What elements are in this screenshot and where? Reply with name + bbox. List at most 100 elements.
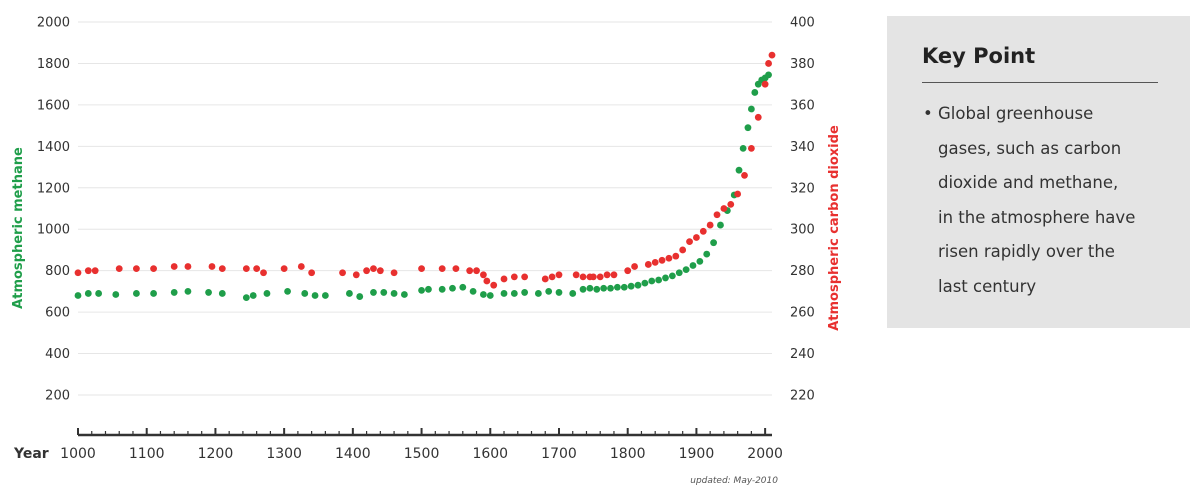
co2-point xyxy=(658,256,666,264)
co2-point xyxy=(184,263,192,270)
co2-point xyxy=(352,271,360,279)
left-tick-label: 2000 xyxy=(37,16,70,31)
x-tick-label: 2000 xyxy=(747,446,783,462)
co2-point xyxy=(115,265,123,272)
x-tick-label: 1000 xyxy=(60,446,96,462)
co2-point xyxy=(747,145,755,152)
methane-point xyxy=(648,277,656,285)
methane-point xyxy=(133,290,140,297)
co2-point xyxy=(693,234,700,241)
methane-point xyxy=(205,289,212,296)
co2-point xyxy=(579,273,587,281)
methane-point xyxy=(459,283,467,291)
co2-point xyxy=(339,269,346,277)
co2-point xyxy=(665,254,673,262)
methane-point xyxy=(284,287,291,295)
methane-point xyxy=(747,105,755,113)
methane-point xyxy=(150,290,157,297)
methane-point xyxy=(170,289,178,296)
methane-point xyxy=(500,290,508,297)
co2-point xyxy=(133,265,140,272)
methane-point xyxy=(400,291,408,298)
key-point-line: dioxide and methane, xyxy=(938,173,1119,192)
co2-point xyxy=(466,267,474,275)
methane-point xyxy=(521,289,529,296)
x-tick-label: 1700 xyxy=(541,446,577,462)
methane-point xyxy=(569,290,577,297)
key-point-line: last century xyxy=(938,276,1037,296)
methane-point xyxy=(356,293,364,300)
methane-point xyxy=(346,290,353,297)
methane-point xyxy=(480,291,487,298)
methane-point xyxy=(84,290,92,297)
co2-point xyxy=(686,238,693,246)
left-tick-label: 800 xyxy=(45,264,70,279)
methane-point xyxy=(593,285,601,293)
methane-point xyxy=(469,287,477,295)
x-tick-label: 1100 xyxy=(129,446,165,462)
co2-point xyxy=(418,265,425,272)
co2-point xyxy=(297,263,305,270)
co2-point xyxy=(376,267,384,275)
key-point-item: in the atmosphere have xyxy=(938,201,1158,236)
co2-point xyxy=(644,261,652,268)
co2-point xyxy=(741,171,748,179)
co2-point xyxy=(84,267,92,275)
methane-point xyxy=(620,283,628,291)
co2-point xyxy=(260,269,267,277)
left-tick-label: 1600 xyxy=(37,98,70,113)
right-tick-label: 400 xyxy=(790,16,815,31)
co2-point xyxy=(572,271,580,279)
methane-point xyxy=(390,290,398,297)
bullet-icon: • xyxy=(923,104,933,123)
co2-point xyxy=(541,275,549,283)
methane-point xyxy=(682,266,690,274)
methane-point xyxy=(703,250,711,258)
co2-point xyxy=(765,60,772,67)
x-tick-label: 1400 xyxy=(335,446,371,462)
co2-point xyxy=(555,271,563,279)
methane-point xyxy=(218,290,226,297)
co2-point xyxy=(672,252,680,260)
co2-point xyxy=(720,205,728,212)
co2-point xyxy=(473,267,480,275)
right-axis-title: Atmospheric carbon dioxide xyxy=(827,125,842,331)
co2-point xyxy=(500,275,508,283)
key-point-line: Global greenhouse xyxy=(938,104,1094,123)
co2-point xyxy=(734,190,742,198)
key-point-line: risen rapidly over the xyxy=(938,242,1115,261)
co2-point xyxy=(363,267,370,275)
co2-point xyxy=(253,265,261,272)
key-point-item: dioxide and methane, xyxy=(938,166,1158,201)
co2-point xyxy=(150,265,157,272)
x-axis-title: Year xyxy=(13,446,49,462)
right-tick-label: 380 xyxy=(790,57,815,72)
co2-point xyxy=(521,273,529,281)
co2-point xyxy=(370,265,377,272)
key-point-item: last century xyxy=(938,270,1158,305)
right-tick-label: 280 xyxy=(790,264,815,279)
methane-point xyxy=(438,285,446,293)
methane-point xyxy=(370,289,377,296)
co2-point xyxy=(610,271,618,279)
methane-point xyxy=(95,290,103,297)
right-tick-label: 220 xyxy=(790,389,815,404)
key-point-line: gases, such as carbon xyxy=(938,138,1122,158)
co2-point xyxy=(679,246,687,254)
methane-point xyxy=(449,284,456,292)
right-tick-label: 360 xyxy=(790,98,815,113)
key-point-title: Key Point xyxy=(922,44,1036,68)
methane-point xyxy=(613,283,621,291)
co2-point xyxy=(624,267,632,275)
x-tick-label: 1600 xyxy=(472,446,508,462)
co2-point xyxy=(651,258,659,266)
methane-point xyxy=(689,262,697,269)
x-tick-label: 1200 xyxy=(198,446,234,462)
co2-point xyxy=(308,269,316,277)
co2-point xyxy=(242,265,250,272)
co2-point xyxy=(699,227,707,235)
co2-point xyxy=(603,271,611,279)
right-tick-label: 300 xyxy=(790,223,815,238)
co2-point xyxy=(510,273,518,281)
co2-point xyxy=(761,80,769,88)
